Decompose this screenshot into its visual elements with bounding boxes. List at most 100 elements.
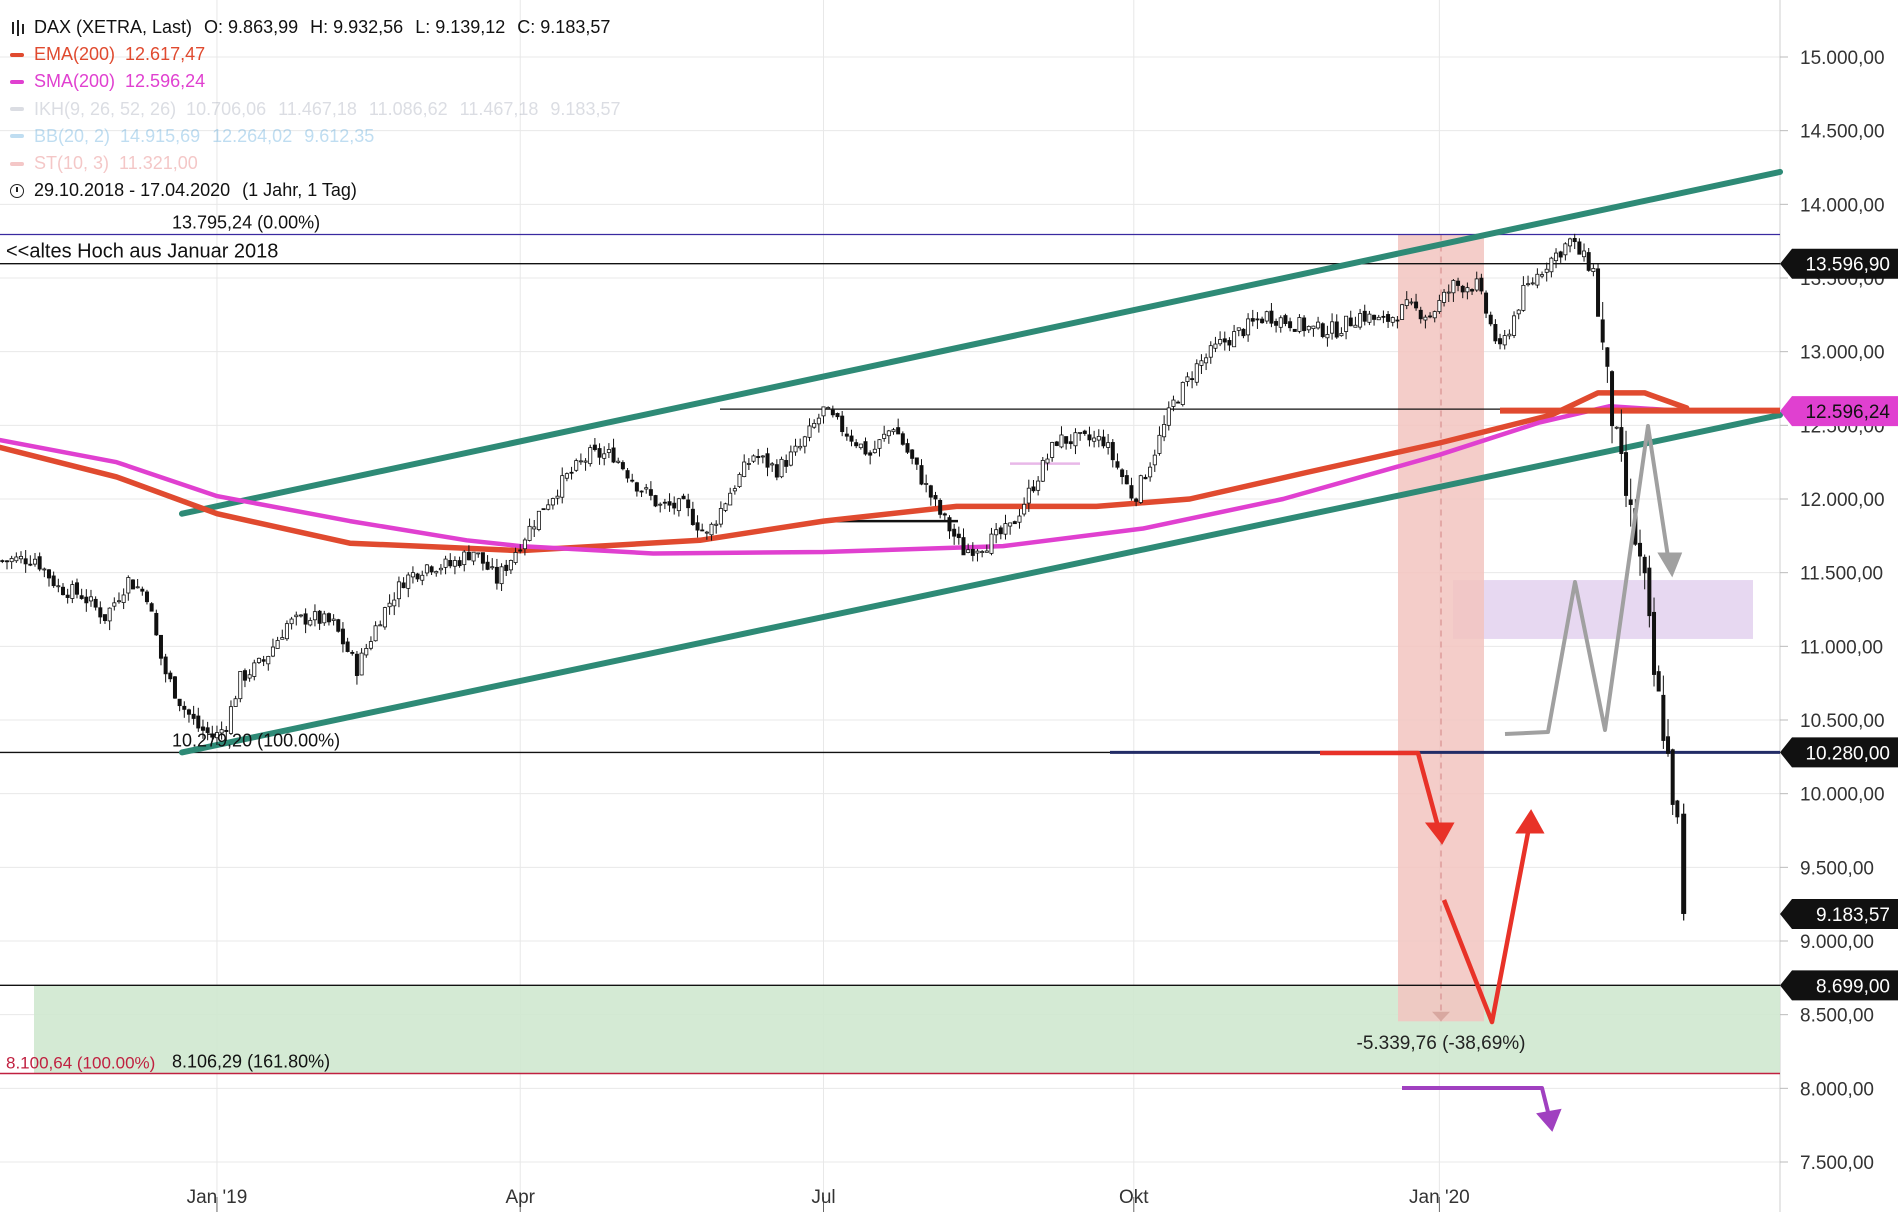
candle-body: [742, 461, 747, 478]
candle-body: [569, 471, 574, 474]
candle-body: [1381, 315, 1386, 318]
candle-body: [1148, 466, 1153, 478]
candle-body: [266, 655, 271, 665]
legend-indicator-row[interactable]: BB(20, 2) 14.915,69 12.264,02 9.612,35: [10, 123, 620, 150]
candle-body: [0, 560, 5, 562]
candle-body: [756, 455, 761, 458]
candle-body: [182, 705, 187, 710]
candle-body: [144, 591, 149, 603]
candle-body: [121, 594, 126, 603]
candle-body: [1031, 486, 1036, 492]
indicator-value: 12.617,47: [125, 44, 206, 65]
candle-body: [74, 582, 79, 595]
x-tick-label: Jul: [811, 1187, 835, 1208]
candle-body: [779, 458, 784, 478]
trend-channel: [178, 168, 1783, 756]
candle-body: [1166, 407, 1171, 426]
candle-body: [1656, 671, 1661, 692]
candle-body: [130, 579, 135, 590]
candle-body: [532, 526, 537, 530]
indicator-value: 9.183,57: [550, 98, 621, 119]
candle-body: [219, 729, 224, 734]
candle-body: [396, 581, 401, 600]
candle-body: [168, 672, 173, 680]
candle-body: [774, 464, 779, 478]
candle-body: [1372, 314, 1377, 320]
candle-body: [1526, 283, 1531, 286]
candle-body: [695, 522, 700, 531]
legend-indicator-row[interactable]: EMA(200) 12.617,47: [10, 41, 620, 68]
candle-body: [1288, 321, 1293, 329]
candle-body: [1530, 282, 1535, 285]
candle-body: [1180, 382, 1185, 405]
candle-body: [1325, 334, 1330, 339]
candle-body: [256, 657, 261, 663]
candle-body: [1302, 317, 1307, 332]
candle-body: [336, 619, 341, 632]
candle-body: [933, 495, 938, 500]
x-tick-label: Jan '20: [1409, 1187, 1470, 1208]
candle-body: [1418, 309, 1423, 320]
candle-body: [116, 600, 121, 603]
candle-body: [214, 732, 219, 739]
candle-body: [1647, 567, 1652, 617]
price-badge-label: 10.280,00: [1805, 743, 1890, 764]
candle-body: [583, 460, 588, 463]
candle-body: [1502, 335, 1507, 346]
candle-body: [340, 628, 345, 645]
channel-lower-line: [178, 412, 1783, 756]
candle-body: [821, 406, 826, 417]
candle-body: [476, 552, 481, 555]
legend-high: H: 9.932,56: [310, 17, 404, 38]
y-tick-label: 11.500,00: [1800, 564, 1883, 585]
legend-title: DAX (XETRA, Last): [34, 17, 193, 38]
candle-body: [1675, 800, 1680, 818]
candle-body: [1036, 480, 1041, 491]
candle-body: [1073, 432, 1078, 447]
candle-body: [70, 584, 75, 599]
legend-indicator-row[interactable]: SMA(200) 12.596,24: [10, 68, 620, 95]
indicator-label: BB(20, 2): [34, 125, 111, 146]
candle-body: [1012, 521, 1017, 525]
candle-body: [1218, 339, 1223, 345]
candle-body: [905, 443, 910, 453]
candle-body: [322, 613, 327, 624]
indicator-label: EMA(200): [34, 44, 116, 65]
candle-body: [802, 436, 807, 447]
candle-body: [574, 460, 579, 471]
candle-body: [1017, 515, 1022, 523]
red-down-arrow: [1320, 750, 1443, 835]
candle-body: [807, 425, 812, 438]
candle-body: [816, 417, 821, 425]
candle-body: [1470, 289, 1475, 292]
candle-body: [1185, 376, 1190, 382]
candle-body: [392, 599, 397, 607]
candle-body: [1162, 424, 1167, 438]
candle-body: [415, 573, 420, 580]
candle-body: [163, 656, 168, 675]
candle-body: [499, 566, 504, 585]
candle-body: [275, 640, 280, 649]
candle-body: [1176, 401, 1181, 404]
indicator-value: 12.264,02: [212, 125, 293, 146]
indicator-value: 10.706,06: [186, 98, 267, 119]
candle-body: [1227, 340, 1232, 346]
candle-body: [1339, 332, 1344, 337]
indicator-value: 11.086,62: [368, 98, 448, 119]
candle-body: [616, 460, 621, 463]
legend-indicator-row[interactable]: IKH(9, 26, 52, 26) 10.706,06 11.467,18 11.0…: [10, 96, 620, 123]
candle-body: [1087, 434, 1092, 441]
candle-body: [1330, 321, 1335, 334]
candle-body: [989, 533, 994, 554]
price-badge-label: 9.183,57: [1816, 905, 1890, 926]
y-tick-label: 8.000,00: [1800, 1079, 1874, 1100]
candle-body: [522, 539, 527, 550]
candle-body: [172, 676, 177, 699]
legend-indicator-row[interactable]: ST(10, 3) 11.321,00: [10, 150, 620, 177]
candle-body: [1344, 315, 1349, 332]
candle-body: [602, 453, 607, 459]
candle-body: [261, 659, 266, 662]
candle-body: [368, 641, 373, 649]
candle-body: [751, 455, 756, 462]
